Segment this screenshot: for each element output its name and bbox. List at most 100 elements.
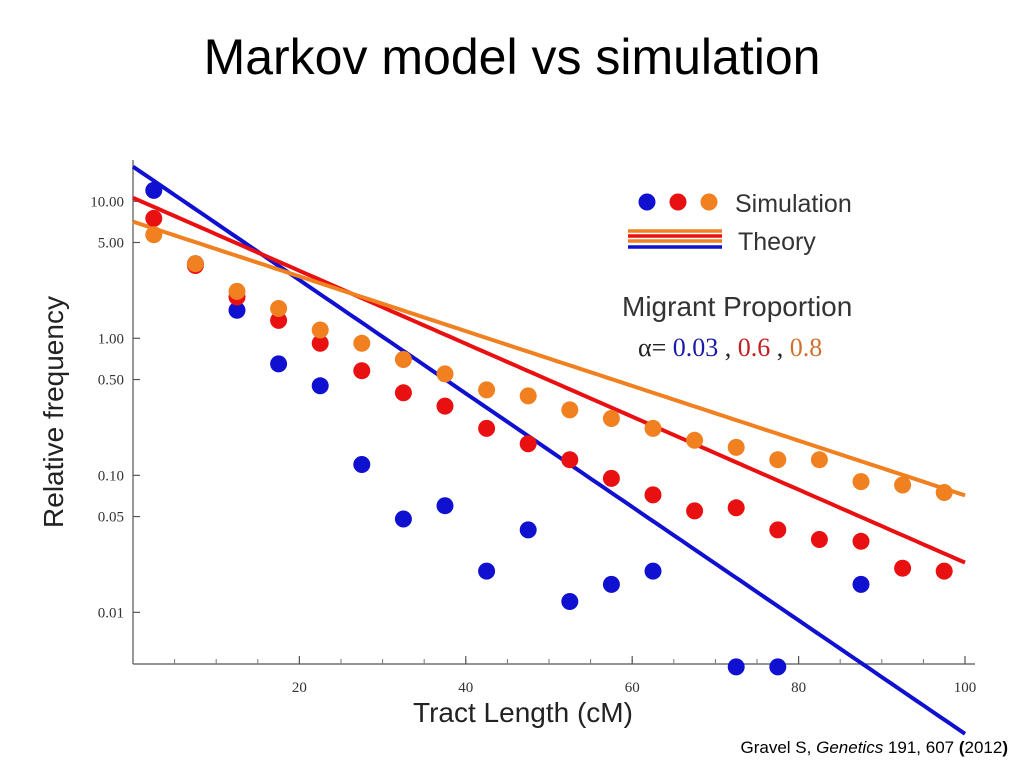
citation-author: Gravel S, [740, 738, 817, 757]
alpha-value-blue: 0.03 [673, 333, 719, 362]
x-tick-label: 60 [625, 680, 640, 696]
alpha-separator-1: , [725, 333, 738, 362]
citation-open-paren: ( [958, 738, 965, 757]
sim-point-0 [519, 521, 537, 539]
y-tick-label: 0.01 [98, 605, 124, 621]
sim-point-1 [894, 559, 912, 577]
alpha-separator-2: , [777, 333, 790, 362]
axis-tick-labels: 20 40 60 80 100 10.00 5.00 1.00 0.50 0.10 0.05 0.01 [90, 194, 976, 696]
sim-point-2 [436, 365, 454, 383]
x-tick-label: 80 [791, 680, 806, 696]
legend-dot-2 [700, 193, 718, 211]
sim-point-1 [935, 562, 953, 580]
chart-legend: Simulation Theory Migrant Proportion α= … [622, 190, 852, 362]
sim-point-2 [644, 419, 662, 437]
sim-point-1 [478, 419, 496, 437]
x-tick-label: 100 [954, 680, 977, 696]
alpha-value-orange: 0.8 [790, 333, 823, 362]
legend-simulation-markers [638, 193, 718, 211]
sim-point-0 [145, 181, 163, 199]
citation-close-paren: ) [1002, 738, 1008, 757]
sim-point-2 [228, 282, 246, 300]
citation-year: 2012 [964, 738, 1003, 757]
sim-point-0 [228, 301, 246, 319]
sim-point-1 [561, 451, 579, 469]
y-tick-label: 10.00 [90, 194, 124, 210]
sim-point-2 [270, 300, 288, 317]
sim-point-2 [311, 321, 329, 339]
sim-point-2 [394, 351, 412, 368]
sim-point-2 [935, 484, 953, 501]
sim-point-0 [852, 575, 870, 593]
sim-point-0 [644, 562, 662, 580]
sim-point-2 [602, 410, 620, 427]
chart-axes [132, 160, 975, 665]
sim-point-2 [561, 401, 579, 419]
sim-point-0 [561, 593, 579, 610]
sim-point-1 [270, 311, 288, 329]
sim-point-2 [186, 255, 204, 273]
sim-point-2 [353, 334, 371, 352]
x-tick-label: 20 [292, 680, 307, 696]
sim-point-0 [311, 377, 329, 395]
legend-dot-0 [638, 193, 656, 211]
sim-point-0 [270, 355, 288, 373]
sim-point-2 [769, 451, 787, 469]
theory-curves [131, 164, 967, 736]
sim-point-1 [727, 499, 745, 517]
legend-proportion-title: Migrant Proportion [622, 291, 852, 322]
sim-point-2 [519, 387, 537, 405]
theory-curve-0 [131, 164, 967, 736]
sim-point-2 [686, 431, 704, 449]
sim-point-2 [727, 438, 745, 456]
legend-theory-swatch [628, 229, 722, 249]
sim-point-1 [145, 209, 163, 227]
sim-point-2 [810, 451, 828, 469]
theory-curve-1 [132, 195, 966, 565]
y-tick-label: 0.10 [98, 468, 124, 484]
slide-title: Markov model vs simulation [203, 29, 821, 85]
x-tick-label: 40 [458, 680, 473, 696]
sim-point-0 [602, 575, 620, 593]
y-tick-label: 1.00 [98, 331, 124, 347]
y-tick-label: 5.00 [98, 236, 124, 252]
legend-dot-1 [669, 193, 687, 211]
sim-point-0 [769, 658, 787, 676]
sim-point-2 [145, 226, 163, 244]
sim-point-0 [727, 658, 745, 676]
legend-alpha-line: α= 0.03 , 0.6 , 0.8 [638, 333, 822, 362]
sim-point-2 [852, 473, 870, 491]
y-axis-title: Relative frequency [38, 296, 69, 528]
x-axis-title: Tract Length (cM) [413, 697, 633, 728]
y-tick-label: 0.50 [98, 373, 124, 389]
sim-point-1 [769, 521, 787, 539]
sim-point-1 [602, 469, 620, 487]
axis-ticks [133, 200, 966, 664]
alpha-prefix: α= [638, 333, 666, 362]
theory-curve-2 [132, 219, 966, 498]
sim-point-1 [519, 435, 537, 453]
sim-point-0 [478, 562, 496, 580]
sim-point-0 [353, 456, 371, 473]
simulation-points [145, 181, 953, 676]
sim-point-1 [810, 531, 828, 548]
sim-point-1 [852, 532, 870, 550]
sim-point-1 [311, 334, 329, 352]
sim-point-0 [394, 510, 412, 528]
sim-point-2 [478, 381, 496, 399]
sim-point-1 [686, 502, 704, 520]
sim-point-2 [894, 476, 912, 494]
sim-point-1 [644, 486, 662, 504]
legend-theory-label: Theory [738, 228, 816, 256]
sim-point-1 [394, 384, 412, 402]
alpha-value-red: 0.6 [738, 333, 771, 362]
citation-journal: Genetics [816, 738, 884, 757]
sim-point-1 [353, 362, 371, 380]
citation-volume-page: 191, 607 [883, 738, 959, 757]
sim-point-1 [436, 397, 454, 415]
sim-point-0 [436, 497, 454, 515]
legend-simulation-label: Simulation [735, 190, 852, 218]
citation: Gravel S, Genetics 191, 607 (2012) [741, 738, 1008, 758]
y-tick-label: 0.05 [98, 510, 124, 526]
